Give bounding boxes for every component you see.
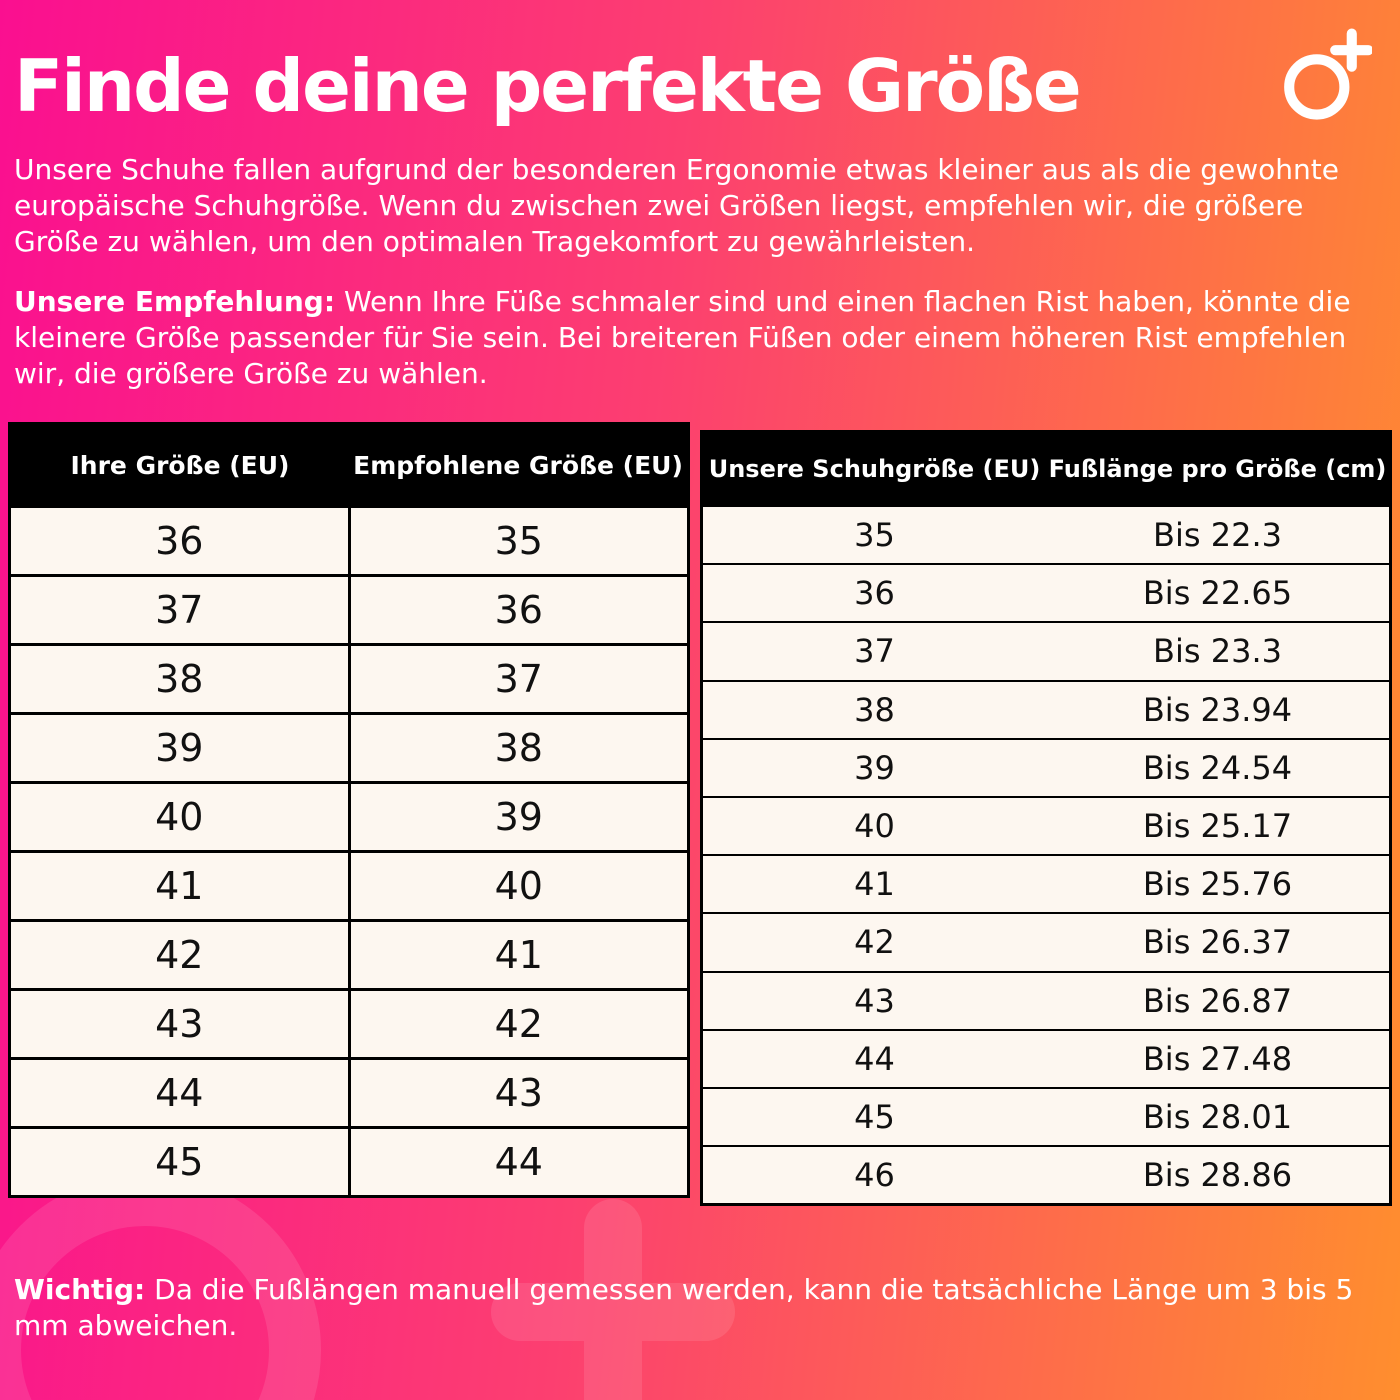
- table-cell: Bis 23.3: [1153, 632, 1282, 671]
- size-recommendation-table: Ihre Größe (EU) Empfohlene Größe (EU) 36 3…: [8, 422, 690, 1198]
- table-row: 42 41: [11, 919, 687, 988]
- table-cell: Bis 28.86: [1142, 1156, 1293, 1195]
- table-cell: 41: [11, 853, 351, 919]
- column-header: Empfohlene Größe (EU): [353, 450, 683, 480]
- table-row: 40 Bis 25.17: [703, 795, 1389, 854]
- intro-text: Unsere Schuhe fallen aufgrund der besond…: [14, 153, 1339, 258]
- table-row: 38 37: [11, 643, 687, 712]
- table-cell: 44: [854, 1039, 895, 1078]
- table-cell: 36: [854, 574, 895, 613]
- table-header-row: Unsere Schuhgröße (EU) Fußlänge pro Größe…: [703, 433, 1389, 505]
- table-cell: 40: [494, 864, 543, 908]
- table-row: 41 Bis 25.76: [703, 854, 1389, 912]
- table-cell: Bis 22.3: [1153, 516, 1282, 555]
- table-cell: 38: [854, 690, 895, 729]
- table-row: 38 Bis 23.94: [703, 679, 1389, 738]
- table-cell: 37: [494, 657, 543, 701]
- table-cell: Bis 22.65: [1142, 574, 1293, 613]
- table-cell: 35: [854, 516, 895, 555]
- table-cell: Bis 25.76: [1142, 865, 1293, 904]
- table-cell: 40: [11, 784, 351, 850]
- table-cell: 46: [854, 1156, 895, 1195]
- table-row: 36 35: [11, 505, 687, 574]
- table-cell: 43: [11, 991, 351, 1057]
- table-cell: Bis 24.54: [1142, 748, 1293, 787]
- table-cell: 45: [11, 1129, 351, 1195]
- table-cell: 36: [494, 588, 543, 632]
- table-body: 36 35 37 36 38 37 39 38 40 39 41 40 42 41 43 42 44 43 45 44: [11, 505, 687, 1195]
- table-row: 36 Bis 22.65: [703, 563, 1389, 621]
- table-cell: Bis 23.94: [1142, 690, 1293, 729]
- table-cell: 43: [494, 1071, 543, 1115]
- page-title: Finde deine perfekte Größe: [14, 44, 1082, 128]
- table-cell: 44: [11, 1060, 351, 1126]
- table-row: 42 Bis 26.37: [703, 912, 1389, 970]
- footer-label: Wichtig:: [14, 1273, 146, 1306]
- table-row: 37 Bis 23.3: [703, 621, 1389, 679]
- table-cell: Bis 26.37: [1142, 923, 1293, 962]
- table-cell: 42: [494, 1002, 543, 1046]
- table-cell: 41: [494, 933, 543, 977]
- table-row: 44 43: [11, 1057, 687, 1126]
- footer-text: Da die Fußlängen manuell gemessen werden…: [14, 1273, 1354, 1342]
- table-row: 39 38: [11, 712, 687, 781]
- table-header-row: Ihre Größe (EU) Empfohlene Größe (EU): [11, 425, 687, 505]
- table-row: 43 42: [11, 988, 687, 1057]
- footer-note: Wichtig: Da die Fußlängen manuell gemess…: [14, 1272, 1388, 1344]
- circle-plus-logo-icon: [1284, 28, 1372, 120]
- table-row: 45 Bis 28.01: [703, 1086, 1389, 1145]
- table-cell: 39: [494, 795, 543, 839]
- table-cell: 39: [854, 748, 895, 787]
- table-cell: 40: [854, 807, 895, 846]
- table-cell: 45: [854, 1097, 895, 1136]
- table-row: 39 Bis 24.54: [703, 737, 1389, 796]
- table-cell: Bis 26.87: [1142, 981, 1293, 1020]
- recommendation-paragraph: Unsere Empfehlung: Wenn Ihre Füße schmal…: [14, 284, 1388, 391]
- column-header: Fußlänge pro Größe (cm): [1048, 455, 1387, 483]
- table-cell: 38: [494, 726, 543, 770]
- table-row: 45 44: [11, 1126, 687, 1195]
- foot-length-table: Unsere Schuhgröße (EU) Fußlänge pro Größe…: [700, 430, 1392, 1207]
- column-header: Unsere Schuhgröße (EU): [708, 455, 1041, 483]
- table-cell: 41: [854, 865, 895, 904]
- table-row: 43 Bis 26.87: [703, 970, 1389, 1029]
- table-cell: Bis 28.01: [1142, 1097, 1293, 1136]
- column-header: Ihre Größe (EU): [70, 450, 290, 480]
- table-cell: 39: [11, 715, 351, 781]
- table-row: 37 36: [11, 574, 687, 643]
- table-row: 44 Bis 27.48: [703, 1028, 1389, 1087]
- recommendation-label: Unsere Empfehlung:: [14, 285, 336, 318]
- table-cell: Bis 25.17: [1142, 807, 1293, 846]
- table-cell: 37: [11, 577, 351, 643]
- table-cell: 36: [11, 508, 351, 574]
- table-cell: 38: [11, 646, 351, 712]
- table-row: 41 40: [11, 850, 687, 919]
- table-cell: 42: [11, 922, 351, 988]
- table-cell: 43: [854, 981, 895, 1020]
- table-row: 40 39: [11, 781, 687, 850]
- table-cell: Bis 27.48: [1142, 1039, 1293, 1078]
- table-cell: 35: [494, 519, 543, 563]
- table-cell: 37: [854, 632, 895, 671]
- table-row: 46 Bis 28.86: [703, 1145, 1389, 1203]
- table-cell: 42: [854, 923, 895, 962]
- table-body: 35 Bis 22.3 36 Bis 22.65 37 Bis 23.3 38 Bis 23.…: [703, 505, 1389, 1203]
- recommendation-text: Wenn Ihre Füße schmaler sind und einen f…: [14, 285, 1351, 390]
- table-cell: 44: [494, 1140, 543, 1184]
- table-row: 35 Bis 22.3: [703, 505, 1389, 563]
